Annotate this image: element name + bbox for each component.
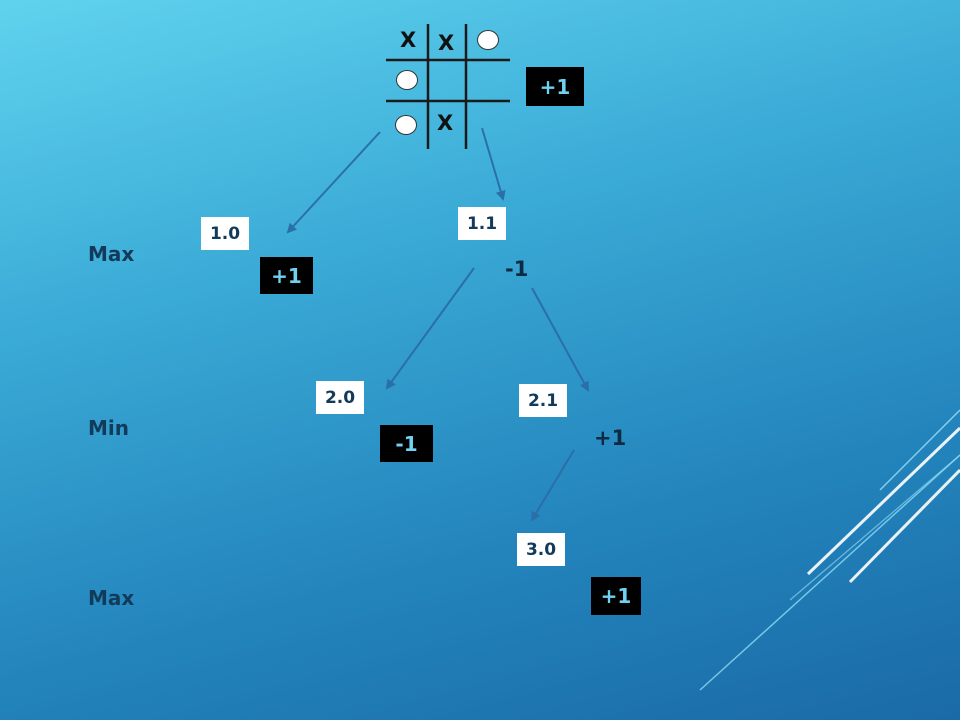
arrow-2-1-to-3-0 [530, 449, 575, 522]
board-cell-0-0: X [400, 28, 417, 52]
arrow-root-to-1-1 [481, 127, 506, 201]
level-label-min: Min [88, 416, 129, 440]
board-cell-2-1: X [437, 111, 454, 135]
arrow-1-1-to-2-1 [531, 287, 589, 392]
node-score-1-0: +1 [260, 257, 313, 294]
level-label-max-1: Max [88, 242, 135, 266]
node-label-2-1: 2.1 [519, 384, 567, 417]
node-score-1-1: -1 [505, 257, 529, 281]
node-score-3-0: +1 [591, 577, 641, 615]
node-label-1-1: 1.1 [458, 207, 506, 240]
level-label-max-2: Max [88, 586, 135, 610]
arrow-root-to-1-0 [286, 131, 381, 234]
arrow-1-1-to-2-0 [385, 267, 475, 390]
root-score: +1 [526, 67, 584, 106]
board-cell-0-1: X [438, 31, 455, 55]
decorative-lines [699, 409, 960, 691]
tic-tac-toe-grid [386, 24, 510, 149]
board-cell-1-0-o-mark [396, 70, 418, 90]
node-label-3-0: 3.0 [517, 533, 565, 566]
node-label-2-0: 2.0 [316, 381, 364, 414]
node-score-2-1: +1 [594, 426, 627, 450]
node-label-1-0: 1.0 [201, 217, 249, 250]
board-cell-2-0-o-mark [395, 115, 417, 135]
node-score-2-0: -1 [380, 425, 433, 462]
board-cell-0-2-o-mark [477, 30, 499, 50]
